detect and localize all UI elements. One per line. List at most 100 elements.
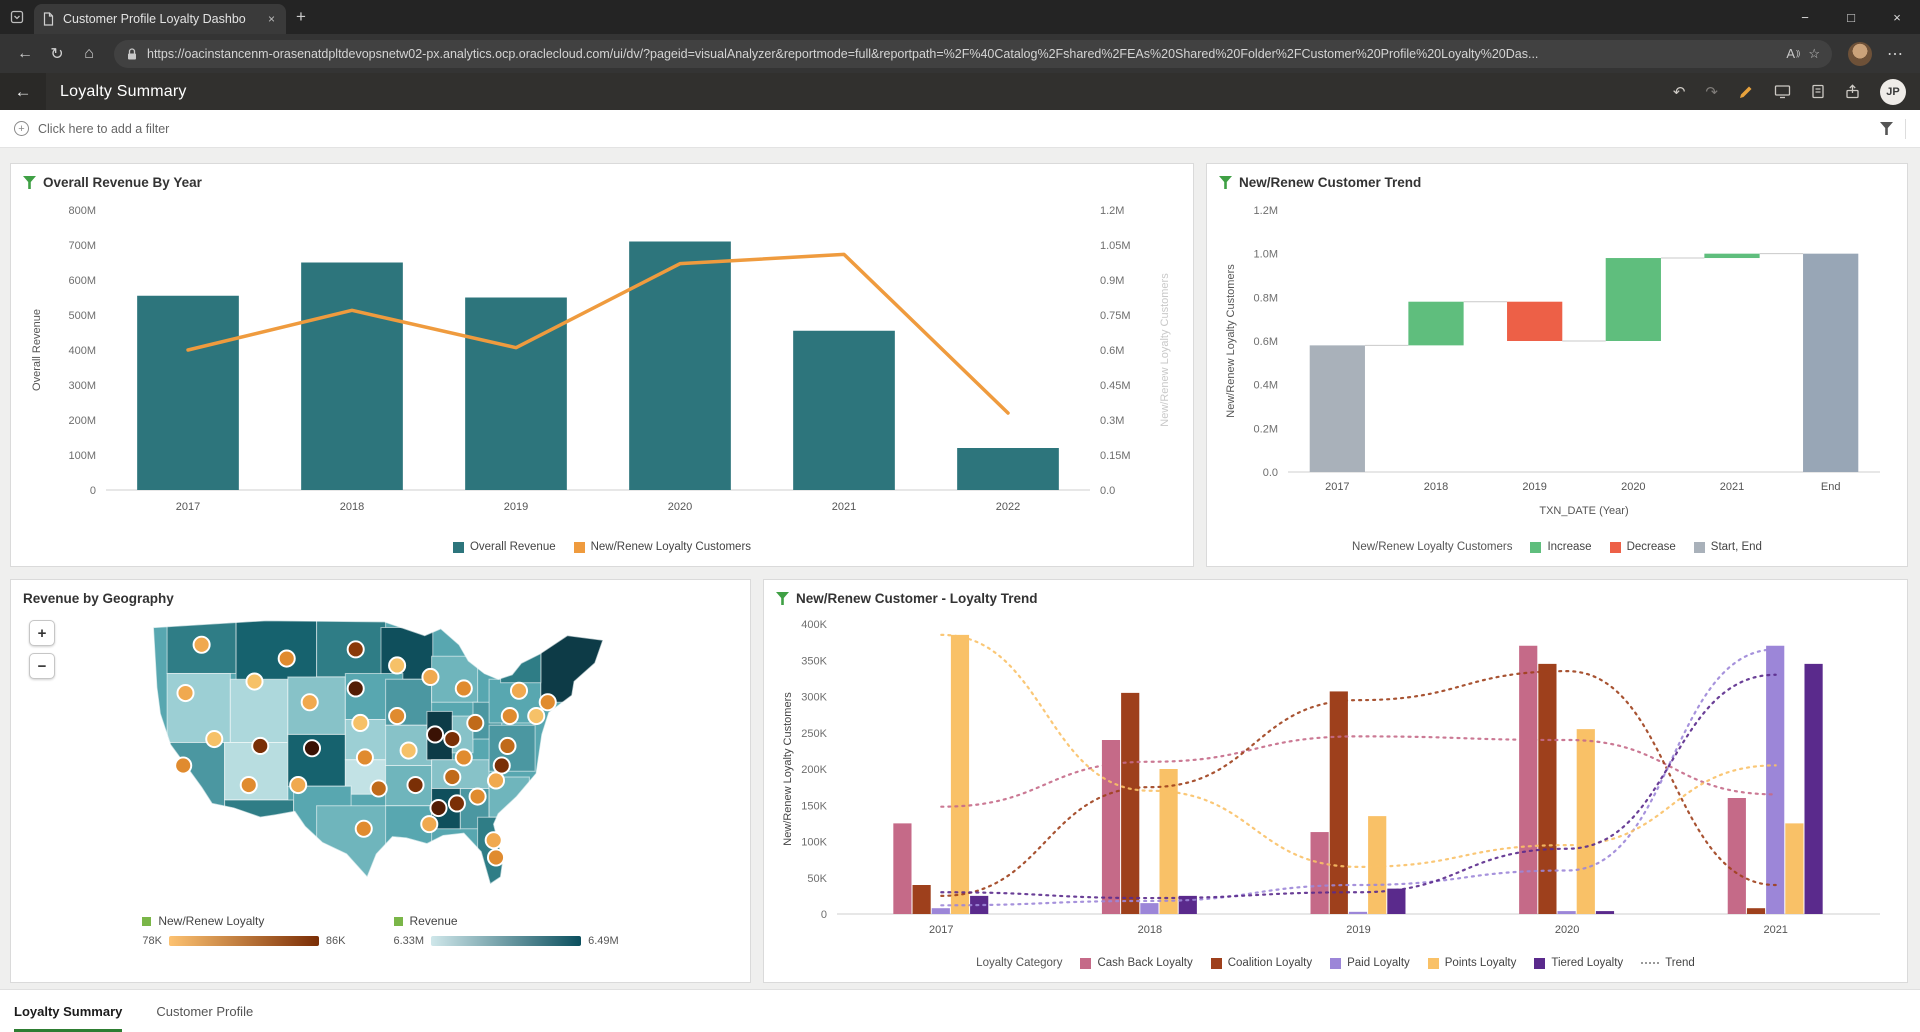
app-back-button[interactable]: ← (0, 73, 46, 110)
notes-icon[interactable] (1811, 84, 1825, 99)
svg-text:0: 0 (90, 485, 96, 497)
window-close-button[interactable]: × (1893, 9, 1901, 25)
svg-text:500M: 500M (68, 310, 96, 322)
svg-text:0.0: 0.0 (1263, 467, 1278, 479)
svg-text:200M: 200M (68, 415, 96, 427)
svg-text:700M: 700M (68, 240, 96, 252)
legend-item[interactable]: Start, End (1693, 541, 1762, 553)
svg-text:2018: 2018 (340, 501, 364, 513)
us-choropleth-map[interactable] (151, 610, 611, 898)
panel-loyalty-trend: New/Renew Customer - Loyalty Trend 0 50K 1… (763, 579, 1908, 983)
panel-title-row: Revenue by Geography (11, 580, 750, 610)
filter-funnel-icon[interactable] (1880, 122, 1893, 135)
svg-text:2019: 2019 (1522, 481, 1546, 493)
svg-text:2018: 2018 (1424, 481, 1448, 493)
browser-profile-avatar[interactable] (1848, 41, 1872, 66)
svg-text:150K: 150K (801, 800, 827, 812)
add-favorites-icon[interactable]: ☆ (1808, 45, 1820, 61)
svg-text:300K: 300K (801, 692, 827, 704)
legend-group-loyalty: New/Renew Loyalty 78K 86K (142, 914, 346, 947)
app-header: ← Loyalty Summary ↶ ↷ JP (0, 73, 1920, 110)
svg-text:50K: 50K (807, 873, 827, 885)
legend-item-trend[interactable]: Trend (1641, 957, 1695, 969)
read-aloud-icon[interactable]: A)) (1786, 46, 1800, 61)
new-tab-button[interactable]: + (296, 7, 306, 26)
svg-text:New/Renew Loyalty Customers: New/Renew Loyalty Customers (782, 692, 794, 846)
gradient-bar (431, 936, 582, 946)
svg-text:0.75M: 0.75M (1100, 310, 1131, 322)
add-filter-label[interactable]: Click here to add a filter (38, 121, 170, 136)
map-zoom-controls: + − (29, 620, 55, 679)
svg-text:New/Renew Loyalty Customers: New/Renew Loyalty Customers (1159, 273, 1171, 427)
present-icon[interactable] (1774, 84, 1791, 99)
legend-item[interactable]: Increase (1530, 541, 1592, 553)
redo-icon[interactable]: ↷ (1705, 83, 1718, 101)
filter-bar: + Click here to add a filter (0, 110, 1920, 148)
window-minimize-button[interactable]: − (1801, 9, 1809, 25)
filter-applied-icon[interactable] (1219, 176, 1232, 189)
window-maximize-button[interactable]: □ (1847, 9, 1855, 25)
browser-back-icon[interactable]: ← (17, 44, 33, 62)
svg-text:100M: 100M (68, 450, 96, 462)
svg-text:2020: 2020 (668, 501, 692, 513)
page-favicon-icon (42, 12, 55, 26)
browser-tab[interactable]: Customer Profile Loyalty Dashbo × (34, 4, 286, 34)
undo-icon[interactable]: ↶ (1672, 83, 1686, 101)
panel-title: Overall Revenue By Year (43, 175, 202, 190)
legend-item[interactable]: Tiered Loyalty (1534, 957, 1623, 969)
filter-applied-icon[interactable] (776, 592, 789, 605)
canvas-tab-customer-profile[interactable]: Customer Profile (156, 1003, 254, 1019)
legend-max: 6.49M (588, 935, 619, 947)
svg-text:Overall Revenue: Overall Revenue (31, 309, 43, 391)
tab-close-icon[interactable]: × (267, 12, 275, 26)
lock-icon[interactable] (126, 47, 138, 61)
customer-trend-waterfall-chart[interactable]: 0.0 0.2M 0.4M 0.6M 0.8M 1.0M 1.2M 2017 2018 2019 2… (1216, 194, 1898, 530)
url-text[interactable]: https://oacinstancenm-orasenatdpltdevops… (147, 46, 1539, 61)
legend-item[interactable]: New/Renew Loyalty Customers (573, 541, 751, 553)
overall-revenue-chart[interactable]: 0 100M 200M 300M 400M 500M 600M 700M 800M 0.0 0.15… (20, 194, 1184, 530)
canvas-tab-loyalty-summary[interactable]: Loyalty Summary (14, 990, 122, 1032)
svg-text:0.6M: 0.6M (1254, 336, 1278, 348)
svg-text:2020: 2020 (1621, 481, 1645, 493)
svg-text:0.0: 0.0 (1100, 485, 1115, 497)
address-bar[interactable]: https://oacinstancenm-orasenatdpltdevops… (114, 39, 1832, 68)
legend-title: Loyalty Category (976, 957, 1063, 969)
legend-item[interactable]: Overall Revenue (452, 541, 556, 553)
legend-item[interactable]: Decrease (1609, 541, 1676, 553)
legend-min: 6.33M (393, 935, 425, 947)
svg-text:0.45M: 0.45M (1100, 380, 1131, 392)
svg-text:0.15M: 0.15M (1100, 450, 1131, 462)
svg-text:1.2M: 1.2M (1100, 205, 1124, 217)
panel-revenue-by-geography: Revenue by Geography + − New/Renew Loyal… (10, 579, 751, 983)
legend-item[interactable]: Paid Loyalty (1330, 957, 1410, 969)
tab-actions-icon[interactable] (0, 0, 34, 34)
browser-home-icon[interactable]: ⌂ (84, 44, 94, 62)
add-filter-icon[interactable]: + (14, 121, 29, 136)
legend-item[interactable]: Coalition Loyalty (1210, 957, 1312, 969)
browser-menu-icon[interactable]: ⋯ (1887, 45, 1903, 63)
svg-text:2019: 2019 (1346, 924, 1370, 936)
measure-icon (393, 916, 403, 926)
svg-text:1.05M: 1.05M (1100, 240, 1131, 252)
legend-item[interactable]: Points Loyalty (1427, 957, 1516, 969)
filter-applied-icon[interactable] (23, 176, 36, 189)
legend-max: 86K (325, 935, 346, 947)
svg-text:2017: 2017 (929, 924, 953, 936)
loyalty-trend-chart[interactable]: 0 50K 100K 150K 200K 250K 300K 350K 400K 2017 2018… (773, 610, 1898, 948)
map-zoom-out-button[interactable]: − (29, 653, 55, 679)
export-icon[interactable] (1845, 84, 1860, 99)
edit-icon[interactable] (1738, 84, 1754, 100)
svg-text:0.8M: 0.8M (1254, 292, 1278, 304)
user-avatar[interactable]: JP (1880, 78, 1906, 105)
map-zoom-in-button[interactable]: + (29, 620, 55, 646)
svg-text:0.9M: 0.9M (1100, 275, 1124, 287)
gradient-bar (168, 936, 319, 946)
panel-title-row: Overall Revenue By Year (11, 164, 1193, 194)
panel-new-renew-customer-trend: New/Renew Customer Trend 0.0 0.2M 0.4M 0.6M… (1206, 163, 1908, 567)
svg-text:1.2M: 1.2M (1254, 205, 1278, 217)
browser-refresh-icon[interactable]: ↻ (50, 45, 64, 63)
map-legend: New/Renew Loyalty 78K 86K Revenue 6.33M 6.… (11, 906, 750, 947)
svg-text:300M: 300M (68, 380, 96, 392)
legend-item[interactable]: Cash Back Loyalty (1080, 957, 1193, 969)
svg-text:2021: 2021 (1720, 481, 1744, 493)
